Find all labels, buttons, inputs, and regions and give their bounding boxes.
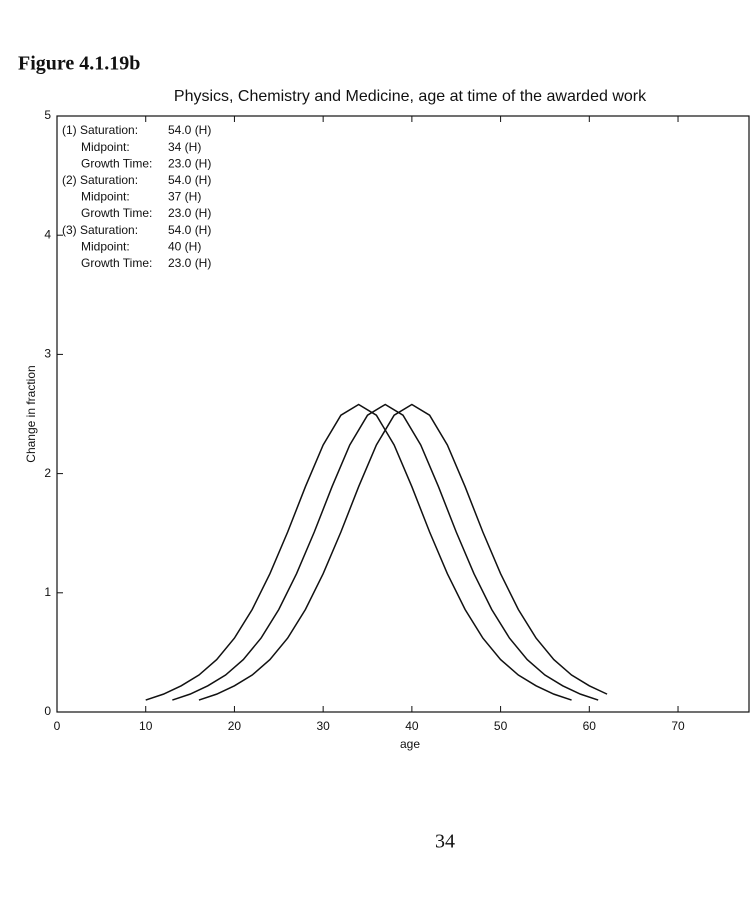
annotation-value: 40 (H) xyxy=(168,239,201,253)
annotation-value: 54.0 (H) xyxy=(168,123,211,137)
y-tick-label: 2 xyxy=(44,466,51,480)
annotation-value: 54.0 (H) xyxy=(168,223,211,237)
annotation-label: (1) Saturation: xyxy=(62,123,138,137)
x-tick-label: 20 xyxy=(228,719,242,733)
x-tick-label: 70 xyxy=(671,719,685,733)
x-tick-label: 50 xyxy=(494,719,508,733)
x-tick-label: 30 xyxy=(316,719,330,733)
x-tick-label: 0 xyxy=(54,719,61,733)
annotation-label: (2) Saturation: xyxy=(62,173,138,187)
x-tick-label: 40 xyxy=(405,719,419,733)
plot-frame xyxy=(56,115,750,713)
series-line xyxy=(198,403,608,701)
annotation-label: Growth Time: xyxy=(81,206,152,220)
series-line xyxy=(172,403,599,701)
annotation-value: 23.0 (H) xyxy=(168,156,211,170)
annotation-value: 23.0 (H) xyxy=(168,206,211,220)
annotation-label: Midpoint: xyxy=(81,140,130,154)
annotation-label: Growth Time: xyxy=(81,256,152,270)
y-tick-label: 4 xyxy=(44,227,51,241)
figure-label: Figure 4.1.19b xyxy=(18,53,140,75)
annotation-label: (3) Saturation: xyxy=(62,223,138,237)
y-tick-label: 0 xyxy=(44,704,51,718)
annotation-value: 37 (H) xyxy=(168,190,201,204)
annotation-value: 23.0 (H) xyxy=(168,256,211,270)
y-tick-label: 1 xyxy=(44,585,51,599)
x-tick-label: 10 xyxy=(139,719,153,733)
x-tick-label: 60 xyxy=(583,719,597,733)
y-axis-label: Change in fraction xyxy=(24,365,38,462)
y-tick-label: 3 xyxy=(44,347,51,361)
annotation-label: Growth Time: xyxy=(81,156,152,170)
chart-title: Physics, Chemistry and Medicine, age at … xyxy=(174,88,647,105)
series-line xyxy=(145,403,572,701)
annotation-value: 34 (H) xyxy=(168,140,201,154)
annotation-label: Midpoint: xyxy=(81,239,130,253)
page-number: 34 xyxy=(435,831,455,853)
x-axis-label: age xyxy=(400,737,420,751)
annotation-value: 54.0 (H) xyxy=(168,173,211,187)
y-tick-label: 5 xyxy=(44,108,51,122)
annotation-label: Midpoint: xyxy=(81,190,130,204)
